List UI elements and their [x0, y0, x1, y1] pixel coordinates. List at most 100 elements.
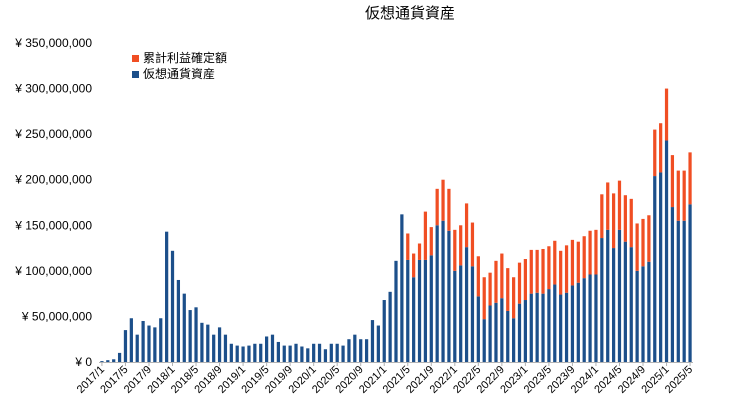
bar-realized-profit: [417, 243, 422, 260]
bar-crypto-assets: [153, 327, 157, 362]
bar-crypto-assets: [341, 345, 345, 362]
bar-crypto-assets: [165, 231, 169, 362]
bar-crypto-assets: [623, 241, 627, 362]
bar-crypto-assets: [182, 293, 186, 362]
bar-crypto-assets: [382, 300, 386, 362]
bar-realized-profit: [682, 170, 686, 221]
y-tick-label: ¥ 0: [74, 355, 92, 369]
legend: 累計利益確定額 仮想通貨資産: [132, 50, 227, 81]
bar-crypto-assets: [417, 259, 422, 362]
bar-realized-profit: [659, 123, 663, 173]
bar-crypto-assets: [353, 334, 357, 362]
bar-realized-profit: [635, 223, 639, 271]
bar-realized-profit: [676, 170, 680, 221]
bar-realized-profit: [453, 229, 457, 271]
bar-crypto-assets: [682, 220, 686, 362]
bar-realized-profit: [406, 233, 410, 260]
bar-realized-profit: [488, 272, 492, 306]
bar-crypto-assets: [488, 305, 492, 362]
y-tick-label: ¥ 350,000,000: [14, 36, 92, 50]
bar-crypto-assets: [553, 284, 557, 362]
bar-crypto-assets: [429, 255, 433, 362]
bar-crypto-assets: [670, 207, 675, 362]
bar-realized-profit: [594, 229, 598, 275]
bar-crypto-assets: [147, 325, 151, 362]
bar-realized-profit: [641, 218, 645, 267]
bar-series: [100, 88, 692, 362]
bar-realized-profit: [647, 215, 651, 262]
y-tick-label: ¥ 150,000,000: [14, 218, 92, 232]
bar-crypto-assets: [582, 278, 586, 362]
bar-realized-profit: [588, 230, 592, 275]
bar-crypto-assets: [306, 348, 310, 362]
bar-crypto-assets: [659, 172, 663, 362]
bar-crypto-assets: [323, 349, 328, 362]
bar-realized-profit: [441, 179, 445, 221]
bar-realized-profit: [606, 182, 610, 230]
bar-crypto-assets: [570, 285, 575, 362]
bar-crypto-assets: [394, 260, 398, 362]
bar-crypto-assets: [129, 318, 133, 362]
bar-crypto-assets: [253, 343, 257, 362]
bar-crypto-assets: [117, 352, 122, 362]
bar-crypto-assets: [212, 334, 216, 362]
bar-crypto-assets: [247, 345, 251, 362]
bar-crypto-assets: [576, 282, 580, 362]
bar-crypto-assets: [112, 359, 116, 362]
bar-crypto-assets: [259, 343, 263, 362]
bar-crypto-assets: [400, 214, 404, 362]
bar-crypto-assets: [447, 230, 451, 362]
bar-crypto-assets: [329, 343, 333, 362]
bar-crypto-assets: [459, 265, 463, 362]
y-tick-label: ¥ 200,000,000: [14, 173, 92, 187]
bar-crypto-assets: [435, 225, 439, 362]
bar-realized-profit: [494, 260, 498, 303]
bar-realized-profit: [617, 180, 622, 230]
bar-crypto-assets: [594, 274, 598, 362]
bar-crypto-assets: [241, 346, 245, 362]
bar-crypto-assets: [265, 336, 269, 362]
bar-crypto-assets: [123, 330, 128, 362]
x-axis-ticks: 2017/12017/52017/92018/12018/52018/92019…: [75, 362, 695, 396]
y-axis-ticks: ¥ 0 ¥ 50,000,000 ¥ 100,000,000 ¥ 150,000,00…: [14, 36, 92, 369]
bar-realized-profit: [564, 245, 569, 293]
bar-crypto-assets: [359, 339, 363, 362]
bar-crypto-assets: [282, 345, 286, 362]
bar-crypto-assets: [512, 318, 516, 362]
bar-crypto-assets: [482, 319, 486, 362]
bar-crypto-assets: [300, 346, 304, 362]
bar-crypto-assets: [453, 270, 457, 362]
bar-crypto-assets: [517, 303, 522, 362]
bar-realized-profit: [664, 88, 669, 141]
bar-realized-profit: [611, 193, 616, 249]
y-tick-label: ¥ 300,000,000: [14, 82, 92, 96]
bar-crypto-assets: [370, 320, 375, 362]
bar-crypto-assets: [441, 220, 445, 362]
bar-crypto-assets: [688, 204, 692, 362]
bar-crypto-assets: [364, 339, 369, 362]
bar-crypto-assets: [676, 220, 680, 362]
bar-realized-profit: [576, 241, 580, 283]
bar-crypto-assets: [159, 318, 163, 362]
y-tick-label: ¥ 100,000,000: [14, 264, 92, 278]
bar-crypto-assets: [294, 343, 298, 362]
bar-realized-profit: [464, 203, 469, 248]
bar-realized-profit: [429, 227, 433, 256]
bar-crypto-assets: [141, 320, 145, 362]
bar-realized-profit: [535, 249, 539, 293]
bar-crypto-assets: [523, 300, 527, 362]
bar-crypto-assets: [376, 325, 380, 362]
bar-realized-profit: [670, 155, 675, 208]
bar-crypto-assets: [653, 176, 657, 362]
bar-realized-profit: [412, 253, 416, 278]
bar-crypto-assets: [276, 341, 280, 362]
bar-realized-profit: [517, 262, 522, 304]
bar-crypto-assets: [611, 248, 616, 362]
bar-realized-profit: [582, 236, 586, 279]
bar-realized-profit: [529, 249, 533, 294]
chart-title: 仮想通貨資産: [365, 4, 455, 22]
bar-crypto-assets: [223, 334, 228, 362]
bar-crypto-assets: [135, 334, 139, 362]
